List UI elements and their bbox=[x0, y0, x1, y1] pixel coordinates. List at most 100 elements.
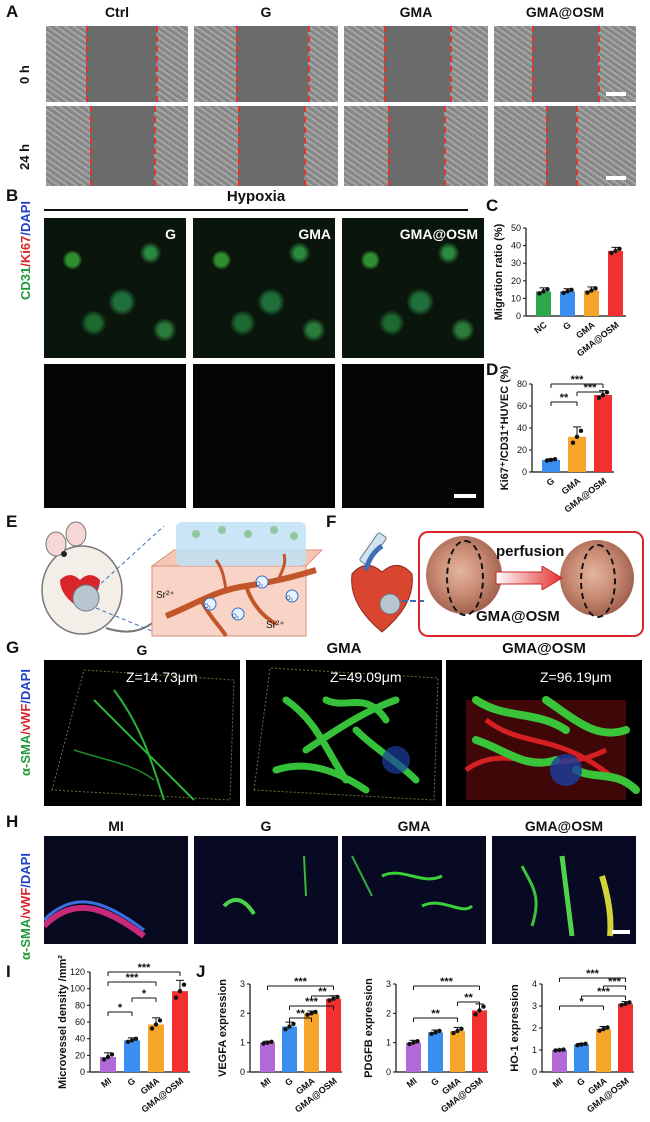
x-tick-label: G bbox=[545, 476, 557, 488]
patch-circle bbox=[72, 584, 100, 612]
data-point bbox=[407, 1041, 412, 1047]
o2-label: O₂ bbox=[286, 596, 294, 602]
panel-label-a: A bbox=[6, 2, 19, 21]
data-point bbox=[574, 434, 580, 439]
mouse-ear bbox=[45, 531, 67, 557]
sig-label: ** bbox=[431, 1008, 440, 1020]
histology-mi bbox=[44, 836, 188, 944]
panel-label-e: E bbox=[6, 512, 18, 531]
data-point bbox=[125, 1039, 131, 1045]
data-point bbox=[473, 1012, 478, 1017]
bar-gma-osm bbox=[608, 250, 623, 316]
mouse-eye bbox=[61, 551, 67, 557]
sig-label: *** bbox=[126, 972, 140, 984]
label-dapi: /DAPI bbox=[18, 669, 33, 704]
data-point bbox=[541, 289, 546, 294]
data-point bbox=[101, 1057, 107, 1062]
panel-label-g: G bbox=[6, 638, 20, 657]
bar-gma-osm bbox=[172, 991, 188, 1072]
mouse-ear bbox=[65, 521, 87, 547]
bar-g bbox=[124, 1040, 140, 1072]
tag-g: G bbox=[165, 226, 176, 242]
data-point bbox=[553, 1048, 558, 1053]
y-tick-label: 3 bbox=[386, 979, 391, 989]
scale-bar bbox=[612, 930, 630, 934]
bar-gma bbox=[596, 1029, 611, 1072]
confocal-3d-g: Z=14.73μm bbox=[44, 660, 240, 806]
col-label-ctrl: Ctrl bbox=[104, 4, 130, 20]
sig-label: *** bbox=[586, 968, 600, 980]
heart-injection-illustration bbox=[351, 532, 413, 633]
row-label-24h: 24 h bbox=[17, 143, 32, 170]
data-point bbox=[617, 246, 622, 251]
y-tick-label: 4 bbox=[532, 979, 537, 989]
vessel-branch bbox=[244, 585, 278, 626]
data-point bbox=[627, 1000, 632, 1005]
dashed-outline bbox=[580, 544, 616, 618]
panel-label-f: F bbox=[326, 512, 337, 531]
header-rule bbox=[44, 209, 468, 211]
data-point bbox=[411, 1040, 416, 1045]
data-point bbox=[335, 994, 340, 1000]
data-point bbox=[313, 1009, 318, 1015]
data-point bbox=[557, 1047, 562, 1053]
y-axis-label: PDGFB expression bbox=[363, 978, 375, 1078]
scratch-g-24h bbox=[194, 106, 338, 186]
label-sma: α-SMA bbox=[18, 734, 33, 776]
sig-label: * bbox=[118, 1002, 123, 1014]
y-tick-label: 40 bbox=[517, 423, 527, 433]
col-label-gma-osm: GMA@OSM bbox=[525, 4, 605, 20]
gma-osm-label: GMA@OSM bbox=[476, 608, 560, 625]
col-label-g3d: G bbox=[136, 642, 148, 658]
sig-label: ** bbox=[318, 986, 327, 998]
tag-gma-osm: GMA@OSM bbox=[399, 226, 478, 242]
sig-label: *** bbox=[440, 976, 454, 988]
y-tick-label: 0 bbox=[516, 311, 521, 321]
data-point bbox=[287, 1024, 292, 1029]
data-point bbox=[596, 395, 602, 400]
panel-label-c: C bbox=[486, 196, 499, 215]
panel-label-b: B bbox=[6, 186, 19, 205]
y-tick-label: 3 bbox=[240, 979, 245, 989]
scratch-ctrl-24h bbox=[46, 106, 188, 186]
o2-label: O₂ bbox=[204, 604, 212, 610]
dashed-outline bbox=[446, 540, 484, 616]
data-point bbox=[455, 1028, 460, 1034]
y-tick-label: 60 bbox=[75, 1017, 85, 1027]
data-point bbox=[552, 457, 558, 462]
y-tick-label: 1 bbox=[386, 1038, 391, 1048]
y-axis-label: Migration ratio (%) bbox=[493, 223, 505, 320]
data-point bbox=[619, 1002, 624, 1008]
data-point bbox=[105, 1054, 111, 1060]
scratch-gma-osm-24h bbox=[494, 106, 636, 186]
fluo-gma-merged: GMA bbox=[193, 218, 335, 358]
data-point bbox=[109, 1052, 115, 1057]
y-tick-label: 20 bbox=[75, 1050, 85, 1060]
patch-circle bbox=[379, 593, 401, 615]
vessel-branch bbox=[214, 559, 228, 591]
y-tick-label: 1 bbox=[532, 1045, 537, 1055]
data-point bbox=[585, 290, 590, 295]
data-point bbox=[583, 1041, 588, 1047]
data-point bbox=[481, 1004, 486, 1009]
confocal-3d-gma-osm: Z=96.19μm bbox=[446, 660, 642, 806]
sig-label: ** bbox=[560, 392, 569, 404]
label-ki67: /Ki67 bbox=[18, 235, 33, 267]
row-label-sma-vwf-dapi: α-SMA/vWF/DAPI bbox=[18, 669, 33, 776]
fluo-gma-osm-ki67 bbox=[342, 364, 484, 508]
y-tick-label: 0 bbox=[80, 1067, 85, 1077]
bar-mi bbox=[406, 1042, 421, 1072]
data-point bbox=[613, 248, 618, 254]
sig-label: *** bbox=[138, 962, 152, 974]
scale-bar bbox=[606, 176, 626, 180]
data-point bbox=[537, 291, 542, 296]
x-tick-label: MI bbox=[259, 1076, 273, 1090]
col-label-gma-osm3d: GMA@OSM bbox=[502, 640, 586, 657]
scale-bar bbox=[454, 494, 476, 498]
syringe bbox=[359, 532, 387, 566]
panel-label-h: H bbox=[6, 812, 19, 831]
data-point bbox=[309, 1011, 314, 1016]
data-point bbox=[433, 1030, 438, 1035]
